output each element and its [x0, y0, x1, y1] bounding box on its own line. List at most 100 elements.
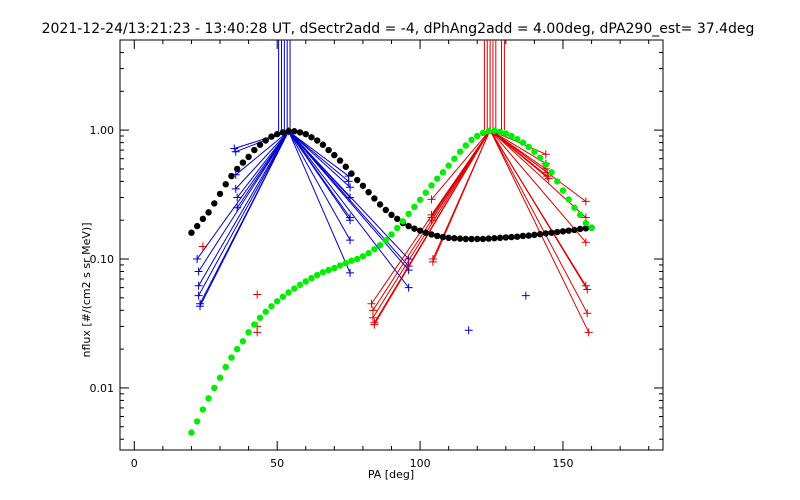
red-fan-line [431, 129, 491, 200]
black-curve-point [439, 233, 447, 241]
blue-fan-line [288, 130, 351, 241]
green-curve-point [354, 255, 361, 263]
black-curve-point [302, 130, 309, 138]
black-curve-point [451, 235, 458, 242]
black-curve-point [359, 182, 367, 189]
green-curve-point [514, 136, 521, 143]
black-curve-point [422, 229, 429, 236]
green-curve-point [422, 189, 429, 196]
black-curve-point [434, 232, 441, 240]
green-curve-point [313, 271, 321, 279]
black-curve-point [508, 233, 515, 241]
green-curve-point [342, 259, 349, 267]
black-curve-point [216, 190, 224, 198]
black-curve-point [416, 227, 424, 234]
red-marker [581, 197, 590, 206]
black-curve-point [348, 170, 355, 177]
black-curve-point [571, 226, 578, 234]
black-curve-point [228, 172, 235, 180]
black-curve-point [531, 231, 538, 239]
black-curve-point [411, 225, 418, 232]
green-curve-point [376, 241, 384, 249]
blue-marker [230, 144, 239, 153]
red-fan-line [489, 129, 588, 290]
green-curve-point [359, 253, 367, 260]
black-curve-point [262, 137, 269, 144]
green-curve-point [434, 175, 441, 182]
green-curve-point [256, 314, 264, 321]
black-curve-point [354, 176, 361, 184]
green-curve-point [548, 169, 555, 176]
black-curve-point [233, 165, 241, 173]
green-curve-point [273, 298, 281, 305]
green-curve-point [456, 148, 464, 155]
black-curve-point [273, 130, 281, 138]
blue-marker [233, 203, 242, 212]
green-curve-point [262, 308, 269, 315]
green-curve-point [193, 418, 201, 425]
y-tick-label: 0.01 [90, 382, 115, 395]
blue-marker [233, 193, 242, 202]
black-curve-point [319, 141, 327, 148]
green-curve-point [554, 178, 561, 185]
red-marker [581, 281, 590, 290]
green-curve-point [531, 148, 538, 155]
x-axis-label: PA [deg] [368, 468, 414, 481]
green-curve-point [571, 204, 578, 211]
green-curve-point [525, 143, 532, 151]
green-curve-point [331, 264, 338, 272]
red-marker [427, 195, 436, 204]
red-marker [367, 299, 376, 308]
blue-fan-line [288, 130, 410, 271]
black-curve-point [382, 206, 389, 214]
green-curve-point [582, 219, 590, 227]
blue-marker [346, 268, 355, 277]
y-axis-label: nflux [#/(cm2 s sr MeV)] [80, 223, 93, 358]
green-curve-point [365, 249, 372, 257]
green-curve-point [428, 182, 435, 189]
red-isolated-marker [198, 242, 207, 251]
black-curve-point [445, 234, 452, 242]
black-curve-point [308, 134, 315, 141]
black-curve-point [485, 235, 492, 242]
blue-marker [194, 281, 203, 290]
green-curve-point [285, 289, 292, 296]
red-fan-line [489, 129, 587, 243]
black-curve-point [582, 225, 590, 232]
x-tick-label: 150 [552, 457, 573, 470]
green-curve-point [302, 278, 309, 285]
black-curve-point [525, 232, 532, 239]
red-isolated-marker [253, 328, 262, 337]
green-curve-point [382, 236, 389, 244]
black-curve-point [268, 133, 275, 140]
blue-marker [193, 255, 202, 264]
black-curve-point [336, 157, 344, 164]
green-curve-point [211, 384, 218, 392]
green-curve-point [485, 128, 492, 135]
red-marker [581, 238, 590, 247]
blue-fan-line [288, 130, 351, 221]
black-curve-point [313, 137, 321, 144]
green-curve-point [336, 262, 344, 269]
black-curve-point [256, 141, 264, 148]
black-curve-point [239, 159, 247, 166]
green-curve-point [405, 210, 412, 218]
green-curve-point [416, 196, 424, 203]
black-curve-point [491, 235, 498, 242]
red-marker [541, 150, 550, 159]
blue-fan-line [199, 131, 290, 307]
black-curve-point [428, 231, 435, 238]
green-curve-point [188, 429, 195, 436]
green-curve-point [319, 269, 327, 276]
green-curve-point [245, 329, 252, 336]
black-curve-point [554, 228, 561, 236]
blue-fan-line [235, 130, 289, 176]
blue-marker [346, 183, 355, 192]
black-curve-point [365, 188, 372, 196]
green-curve-point [325, 266, 332, 274]
green-curve-point [474, 132, 481, 140]
red-fan-line [489, 129, 587, 202]
black-curve-point [285, 128, 292, 135]
black-curve-point [462, 235, 470, 243]
